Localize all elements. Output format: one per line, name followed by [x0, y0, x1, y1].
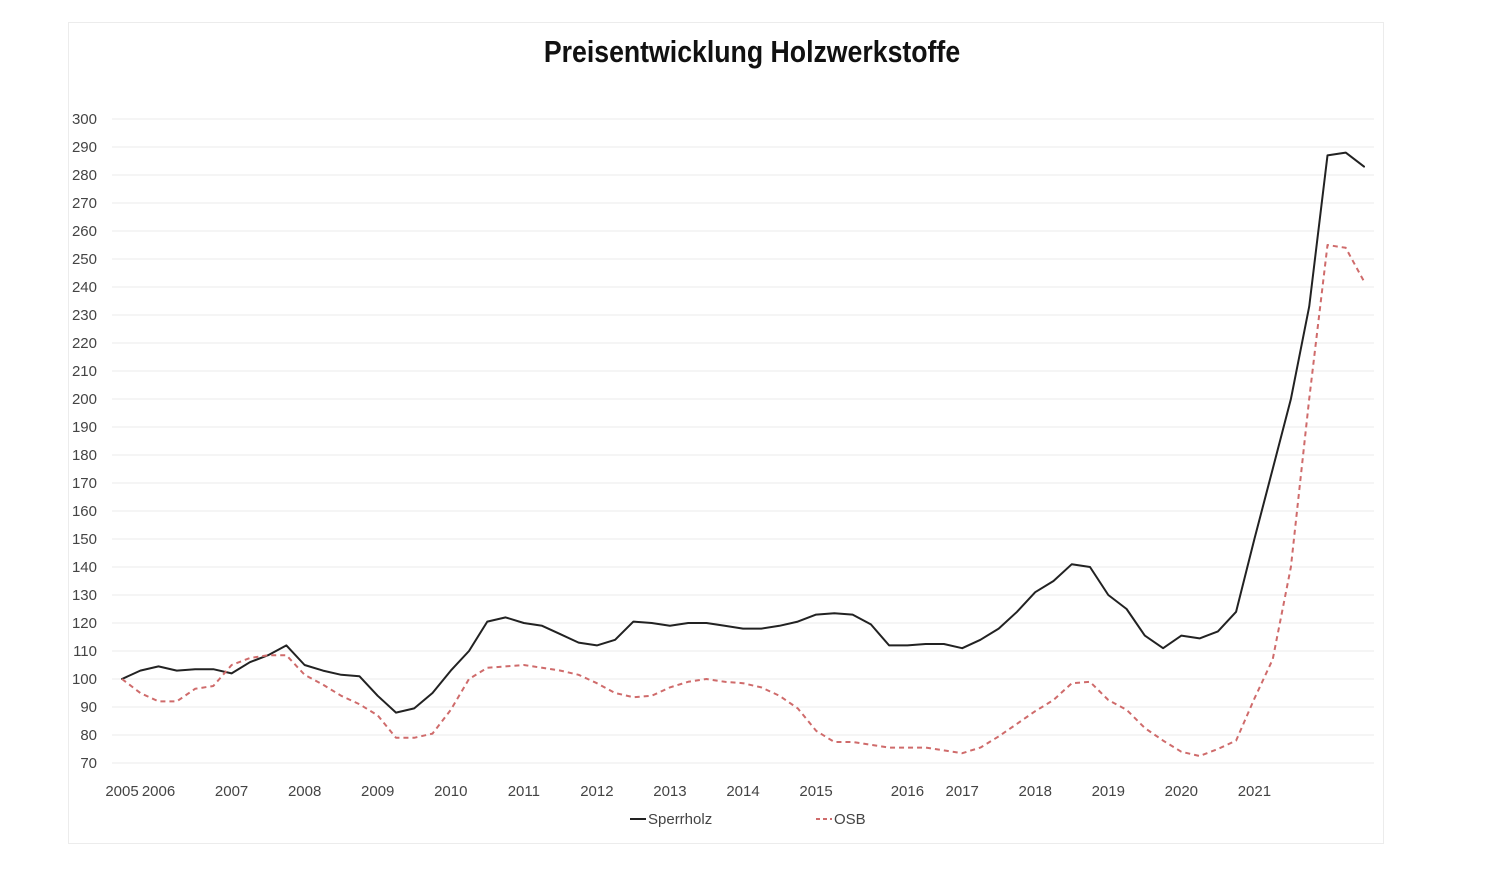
- chart-title: Preisentwicklung Holzwerkstoffe: [543, 34, 961, 69]
- y-tick-label: 170: [72, 475, 97, 492]
- y-tick-label: 160: [72, 503, 97, 520]
- legend-label-sperrholz: Sperrholz: [648, 811, 712, 828]
- y-tick-label: 120: [72, 615, 97, 632]
- series-lines: [121, 151, 1365, 757]
- x-tick-label: 2009: [361, 783, 394, 800]
- y-tick-label: 290: [72, 139, 97, 156]
- legend: Sperrholz OSB: [630, 811, 866, 828]
- x-tick-label: 2007: [215, 783, 248, 800]
- x-tick-label: 2005: [105, 783, 138, 800]
- y-tick-label: 130: [72, 587, 97, 604]
- x-tick-label: 2018: [1019, 783, 1052, 800]
- y-tick-label: 150: [72, 531, 97, 548]
- x-tick-label: 2015: [799, 783, 832, 800]
- y-tick-label: 90: [80, 699, 97, 716]
- y-tick-label: 240: [72, 279, 97, 296]
- x-tick-label: 2010: [434, 783, 467, 800]
- y-tick-label: 210: [72, 363, 97, 380]
- x-tick-label: 2012: [580, 783, 613, 800]
- y-tick-label: 200: [72, 391, 97, 408]
- gridlines: [112, 118, 1374, 764]
- y-tick-label: 300: [72, 111, 97, 128]
- y-tick-label: 220: [72, 335, 97, 352]
- legend-label-osb: OSB: [834, 811, 866, 828]
- y-tick-label: 190: [72, 419, 97, 436]
- y-tick-label: 80: [80, 727, 97, 744]
- x-axis-ticks: 2005 2006 2007 2008 2009 2010 2011 2012 2013 2014…: [105, 783, 1271, 800]
- y-tick-label: 140: [72, 559, 97, 576]
- y-tick-label: 270: [72, 195, 97, 212]
- x-tick-label: 2021: [1238, 783, 1271, 800]
- y-tick-label: 180: [72, 447, 97, 464]
- x-tick-label: 2006: [142, 783, 175, 800]
- series-line-osb: [121, 244, 1365, 757]
- y-tick-label: 110: [73, 643, 97, 660]
- y-tick-label: 230: [72, 307, 97, 324]
- x-tick-label: 2019: [1092, 783, 1125, 800]
- y-tick-label: 280: [72, 167, 97, 184]
- y-tick-label: 250: [72, 251, 97, 268]
- x-tick-label: 2008: [288, 783, 321, 800]
- x-tick-label: 2016: [891, 783, 924, 800]
- y-axis-ticks: 300 290 280 270 260 250 240 230 220 210 200 190 180 1…: [72, 111, 97, 772]
- y-tick-label: 100: [72, 671, 97, 688]
- y-tick-label: 260: [72, 223, 97, 240]
- x-tick-label: 2020: [1165, 783, 1198, 800]
- x-tick-label: 2013: [653, 783, 686, 800]
- series-line-sperrholz: [121, 151, 1365, 714]
- x-tick-label: 2011: [508, 783, 540, 800]
- y-tick-label: 70: [80, 755, 97, 772]
- x-tick-label: 2017: [945, 783, 978, 800]
- x-tick-label: 2014: [726, 783, 759, 800]
